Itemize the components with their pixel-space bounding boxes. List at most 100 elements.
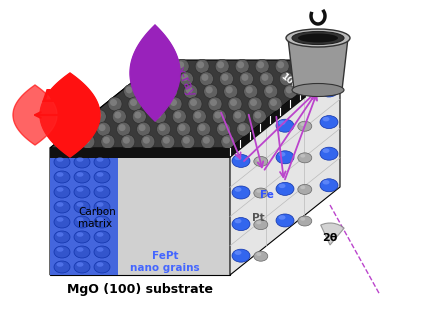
Circle shape	[79, 124, 86, 131]
Ellipse shape	[234, 219, 242, 223]
Circle shape	[92, 109, 106, 124]
Ellipse shape	[56, 172, 64, 177]
Circle shape	[124, 84, 138, 99]
Ellipse shape	[320, 147, 338, 160]
Circle shape	[181, 74, 188, 81]
Circle shape	[261, 74, 268, 81]
Text: FePt
nano grains: FePt nano grains	[130, 251, 200, 273]
Circle shape	[240, 72, 253, 86]
Ellipse shape	[298, 184, 312, 194]
Circle shape	[188, 97, 202, 111]
Ellipse shape	[96, 232, 104, 237]
Ellipse shape	[279, 215, 286, 220]
Ellipse shape	[292, 84, 344, 97]
Circle shape	[139, 72, 154, 86]
Circle shape	[163, 137, 170, 144]
Circle shape	[237, 122, 251, 136]
Circle shape	[161, 74, 169, 81]
Ellipse shape	[254, 156, 268, 166]
Ellipse shape	[232, 218, 250, 231]
Text: 2θ: 2θ	[322, 233, 338, 243]
Circle shape	[235, 59, 249, 73]
Circle shape	[315, 59, 329, 73]
Ellipse shape	[276, 151, 294, 164]
Circle shape	[154, 111, 161, 119]
Circle shape	[248, 97, 262, 111]
Circle shape	[161, 135, 175, 149]
Ellipse shape	[292, 32, 344, 45]
Circle shape	[223, 137, 230, 144]
Circle shape	[146, 87, 153, 93]
Circle shape	[297, 61, 304, 68]
Circle shape	[239, 124, 246, 131]
Ellipse shape	[94, 186, 110, 198]
Polygon shape	[50, 60, 340, 148]
Ellipse shape	[77, 232, 83, 237]
Circle shape	[166, 87, 173, 93]
Ellipse shape	[300, 154, 305, 158]
Circle shape	[97, 122, 111, 136]
Circle shape	[175, 59, 189, 73]
Ellipse shape	[94, 231, 110, 243]
Circle shape	[252, 109, 266, 124]
Polygon shape	[230, 60, 340, 158]
Circle shape	[204, 84, 218, 99]
Circle shape	[257, 61, 264, 68]
Circle shape	[277, 61, 284, 68]
Circle shape	[275, 59, 289, 73]
Ellipse shape	[74, 231, 90, 243]
Ellipse shape	[94, 201, 110, 213]
Circle shape	[77, 122, 91, 136]
Circle shape	[184, 84, 198, 99]
Circle shape	[157, 61, 164, 68]
Polygon shape	[50, 148, 230, 158]
Circle shape	[177, 122, 190, 136]
Circle shape	[179, 72, 194, 86]
Text: Carbon
matrix: Carbon matrix	[78, 207, 116, 229]
Circle shape	[117, 122, 131, 136]
Ellipse shape	[254, 220, 268, 230]
Circle shape	[186, 87, 193, 93]
Wedge shape	[321, 223, 344, 245]
Circle shape	[160, 72, 173, 86]
Ellipse shape	[54, 231, 70, 243]
Circle shape	[200, 72, 213, 86]
Circle shape	[299, 72, 313, 86]
Ellipse shape	[298, 216, 312, 226]
Ellipse shape	[254, 188, 268, 198]
Circle shape	[164, 84, 178, 99]
Circle shape	[192, 109, 206, 124]
Ellipse shape	[77, 172, 83, 177]
Ellipse shape	[322, 85, 329, 90]
Circle shape	[126, 87, 133, 93]
Text: x-ray: x-ray	[172, 65, 198, 99]
Circle shape	[264, 84, 278, 99]
Ellipse shape	[322, 117, 329, 121]
Ellipse shape	[320, 116, 338, 129]
Ellipse shape	[234, 250, 242, 255]
Circle shape	[63, 137, 70, 144]
Circle shape	[123, 137, 130, 144]
Circle shape	[121, 135, 135, 149]
Ellipse shape	[320, 179, 338, 192]
Circle shape	[103, 137, 110, 144]
Circle shape	[134, 111, 141, 119]
Ellipse shape	[234, 187, 242, 192]
Ellipse shape	[256, 253, 261, 256]
Ellipse shape	[286, 29, 350, 47]
Circle shape	[157, 122, 171, 136]
Circle shape	[208, 97, 222, 111]
Circle shape	[224, 84, 238, 99]
Text: MgO (100) substrate: MgO (100) substrate	[67, 284, 213, 297]
Circle shape	[119, 124, 126, 131]
Ellipse shape	[96, 187, 104, 192]
Text: Fe: Fe	[260, 190, 274, 200]
Ellipse shape	[322, 180, 329, 184]
Ellipse shape	[56, 247, 64, 252]
Polygon shape	[50, 158, 118, 275]
Ellipse shape	[300, 186, 305, 189]
Circle shape	[268, 97, 282, 111]
Circle shape	[101, 135, 115, 149]
Ellipse shape	[54, 186, 70, 198]
Circle shape	[199, 124, 206, 131]
